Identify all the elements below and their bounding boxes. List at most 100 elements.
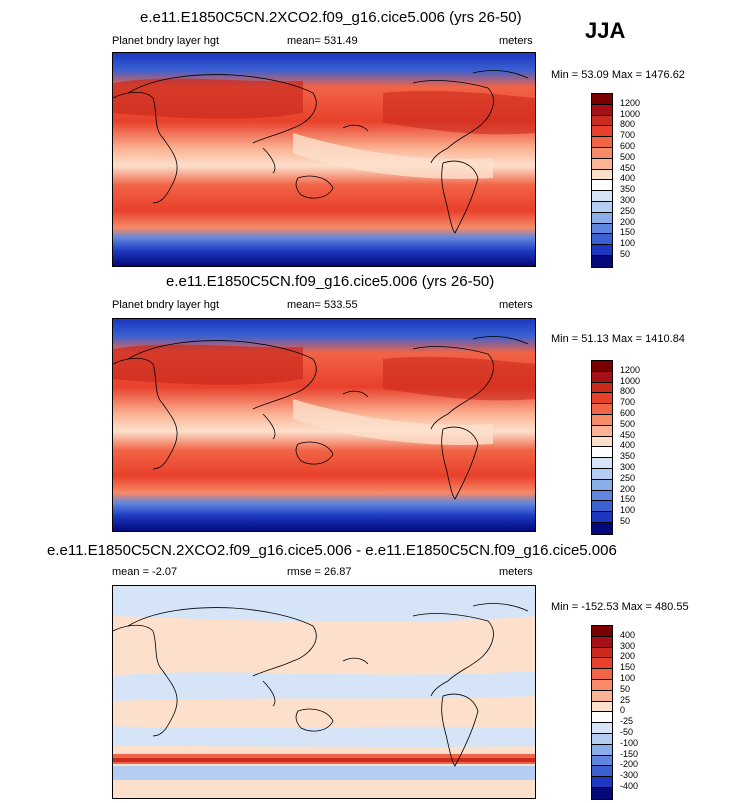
season-label: JJA bbox=[585, 18, 626, 43]
panel-1-colorbar-box bbox=[592, 169, 612, 181]
panel-2-colorbar-box bbox=[592, 522, 612, 534]
panel-2-colorbar-tick-label: 450 bbox=[620, 429, 636, 440]
panel-1-colorbar-tick-label: 450 bbox=[620, 162, 636, 173]
panel-2-colorbar-box bbox=[592, 501, 612, 513]
panel-2-colorbar-tick-label: 250 bbox=[620, 472, 636, 483]
panel-2-colorbar-tick-label: 1200 bbox=[620, 364, 641, 375]
panel-1-coastlines bbox=[113, 70, 529, 234]
panel-2-colorbar-tick-label: 1000 bbox=[620, 375, 641, 386]
panel-1-colorbar-box bbox=[592, 137, 612, 148]
panel-3-colorbar-box bbox=[592, 701, 612, 713]
panel-3-colorbar-tick-label: -200 bbox=[620, 759, 639, 770]
panel-3-colorbar-tick-label: -100 bbox=[620, 737, 639, 748]
panel-1-colorbar-box bbox=[592, 223, 612, 235]
panel-2-colorbar-box bbox=[592, 490, 612, 502]
panel-2-units: meters bbox=[499, 299, 533, 311]
panel-1-minmax: Min = 53.09 Max = 1476.62 bbox=[551, 69, 685, 81]
panel-3-map bbox=[112, 585, 536, 799]
panel-1-colorbar-tick-label: 350 bbox=[620, 184, 636, 195]
panel-3-colorbar-box bbox=[592, 679, 612, 691]
panel-2-colorbar-tick-label: 200 bbox=[620, 483, 636, 494]
panel-1-colorbar-tick-label: 400 bbox=[620, 173, 636, 184]
panel-2-colorbar-box bbox=[592, 447, 612, 459]
panel-1-colorbar-tick-label: 250 bbox=[620, 205, 636, 216]
panel-1-mean: mean= 531.49 bbox=[287, 35, 358, 47]
panel-3-colorbar-box bbox=[592, 647, 612, 659]
panel-2-colorbar-tick-label: 800 bbox=[620, 386, 636, 397]
panel-2-colorbar-tick-label: 700 bbox=[620, 397, 636, 408]
panel-3-units: meters bbox=[499, 566, 533, 578]
panel-3-colorbar-box bbox=[592, 777, 612, 788]
panel-3-colorbar-tick-label: 400 bbox=[620, 629, 636, 640]
panel-1-colorbar-box bbox=[592, 126, 612, 138]
panel-2-colorbar-box bbox=[592, 361, 612, 372]
panel-3-colorbar-box bbox=[592, 787, 612, 799]
panel-2-colorbar-box bbox=[592, 414, 612, 426]
panel-3-colorbar-tick-label: 50 bbox=[620, 683, 631, 694]
panel-3-colorbar-box bbox=[592, 636, 612, 648]
panel-1-colorbar-tick-label: 1200 bbox=[620, 97, 641, 108]
panel-1-colorbar-tick-label: 200 bbox=[620, 216, 636, 227]
panel-2-colorbar-box bbox=[592, 425, 612, 437]
panel-2-title: e.e11.E1850C5CN.f09_g16.cice5.006 (yrs 2… bbox=[166, 273, 495, 290]
panel-1-colorbar-tick-label: 50 bbox=[620, 249, 631, 259]
panel-2-colorbar-tick-label: 400 bbox=[620, 440, 636, 451]
panel-1-colorbar-box bbox=[592, 191, 612, 202]
panel-1-colorbar-tick-label: 800 bbox=[620, 119, 636, 130]
panel-3-minmax: Min = -152.53 Max = 480.55 bbox=[551, 601, 689, 613]
panel-3-colorbar-tick-label: 0 bbox=[620, 705, 626, 716]
panel-1-colorbar-box bbox=[592, 180, 612, 192]
panel-2-colorbar-tick-label: 600 bbox=[620, 408, 636, 418]
panel-2-variable-label: Planet bndry layer hgt bbox=[112, 299, 220, 311]
panel-2-minmax: Min = 51.13 Max = 1410.84 bbox=[551, 333, 685, 345]
panel-1-map bbox=[112, 52, 536, 267]
panel-2-colorbar-tick-label: 300 bbox=[620, 462, 636, 472]
panel-2-colorbar-box bbox=[592, 393, 612, 405]
panel-3-colorbar-box bbox=[592, 712, 612, 724]
panel-2-colorbar-tick-label: 350 bbox=[620, 451, 636, 462]
panel-2-colorbar-box bbox=[592, 404, 612, 415]
panel-3-colorbar-tick-label: 100 bbox=[620, 673, 636, 683]
panel-3-coastlines bbox=[113, 603, 529, 767]
panel-2-colorbar-box bbox=[592, 371, 612, 383]
panel-3-colorbar-tick-label: -400 bbox=[620, 781, 639, 791]
panel-3-colorbar-box bbox=[592, 658, 612, 670]
panel-2-colorbar-box bbox=[592, 512, 612, 523]
panel-3-colorbar-tick-label: 25 bbox=[620, 694, 631, 705]
panel-1-colorbar-tick-label: 500 bbox=[620, 151, 636, 162]
panel-1-title: e.e11.E1850C5CN.2XCO2.f09_g16.cice5.006 … bbox=[140, 9, 522, 26]
panel-3-colorbar-box bbox=[592, 766, 612, 778]
panel-1-units: meters bbox=[499, 35, 533, 47]
panel-3-colorbar-box bbox=[592, 744, 612, 756]
panel-1-colorbar-tick-label: 700 bbox=[620, 130, 636, 141]
panel-3-colorbar-box bbox=[592, 733, 612, 745]
panel-1-colorbar-tick-label: 300 bbox=[620, 195, 636, 205]
panel-3-rmse: rmse = 26.87 bbox=[287, 566, 352, 578]
panel-3-colorbar-box bbox=[592, 755, 612, 767]
panel-1-colorbar-box bbox=[592, 255, 612, 267]
panel-3-colorbar-tick-label: -50 bbox=[620, 727, 634, 737]
panel-3-colorbar-tick-label: 200 bbox=[620, 651, 636, 662]
panel-2-colorbar-tick-label: 150 bbox=[620, 494, 636, 505]
panel-2-colorbar-box bbox=[592, 479, 612, 491]
panel-3-colorbar-tick-label: 300 bbox=[620, 640, 636, 651]
panel-1-colorbar bbox=[591, 93, 613, 268]
panel-1-colorbar-tick-label: 1000 bbox=[620, 108, 641, 119]
panel-2-coastlines bbox=[113, 336, 529, 500]
panel-2-colorbar-box bbox=[592, 436, 612, 448]
panel-3-colorbar-box bbox=[592, 626, 612, 637]
panel-3-colorbar bbox=[591, 625, 613, 800]
panel-1-colorbar-box bbox=[592, 234, 612, 246]
panel-1-colorbar-box bbox=[592, 158, 612, 170]
panel-1-variable-label: Planet bndry layer hgt bbox=[112, 35, 220, 47]
panel-3-colorbar-tick-label: -25 bbox=[620, 716, 634, 727]
panel-1-colorbar-box bbox=[592, 245, 612, 256]
panel-3-colorbar-box bbox=[592, 669, 612, 680]
panel-3-colorbar-box bbox=[592, 723, 612, 734]
panel-3-colorbar-tick-label: 150 bbox=[620, 662, 636, 673]
panel-2-colorbar-tick-label: 50 bbox=[620, 516, 631, 526]
panel-1-colorbar-box bbox=[592, 212, 612, 224]
panel-2-colorbar-box bbox=[592, 468, 612, 480]
panel-3-colorbar-tick-label: -300 bbox=[620, 770, 639, 781]
panel-1-colorbar-tick-label: 600 bbox=[620, 141, 636, 151]
